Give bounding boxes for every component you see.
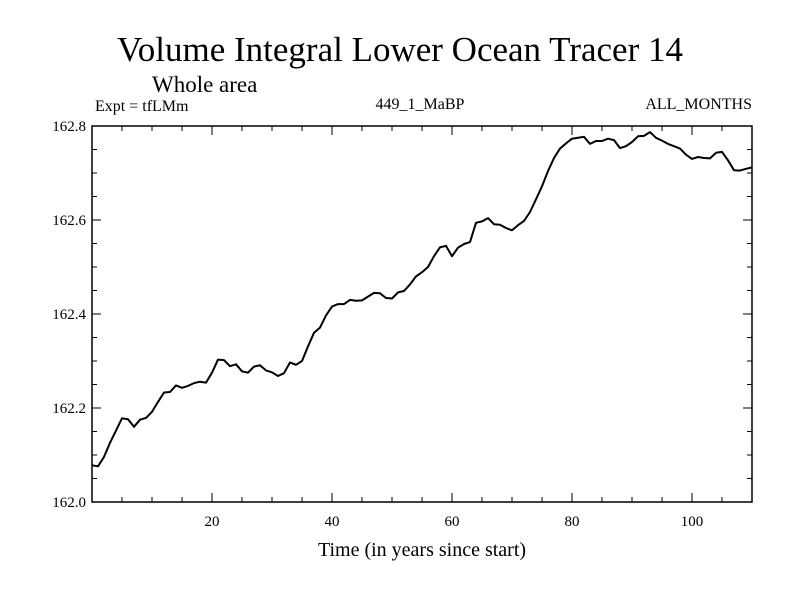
y-tick-label: 162.6 bbox=[52, 213, 86, 229]
series-layer bbox=[91, 131, 753, 468]
x-tick-label: 60 bbox=[445, 514, 460, 530]
plot-frame bbox=[91, 125, 753, 503]
run-label: 449_1_MaBP bbox=[375, 96, 465, 113]
x-tick-label: 20 bbox=[205, 514, 220, 530]
y-tick-label: 162.8 bbox=[52, 119, 86, 135]
y-tick-label: 162.0 bbox=[52, 495, 86, 511]
x-tick-label: 80 bbox=[565, 514, 580, 530]
tick-labels: 20 40 60 80 100 162.0 162.2 162.4 162.6 162.8 bbox=[52, 119, 703, 530]
x-tick-label: 40 bbox=[325, 514, 340, 530]
series-line bbox=[91, 131, 753, 468]
x-tick-label: 100 bbox=[681, 514, 704, 530]
y-tick-label: 162.4 bbox=[52, 307, 86, 323]
chart-subtitle: Whole area bbox=[152, 72, 258, 97]
axis-ticks bbox=[92, 126, 752, 502]
months-label: ALL_MONTHS bbox=[645, 96, 752, 113]
experiment-label: Expt = tfLMm bbox=[95, 98, 189, 115]
y-tick-label: 162.2 bbox=[52, 401, 86, 417]
x-axis-title: Time (in years since start) bbox=[318, 539, 526, 561]
chart-title: Volume Integral Lower Ocean Tracer 14 bbox=[117, 30, 683, 69]
